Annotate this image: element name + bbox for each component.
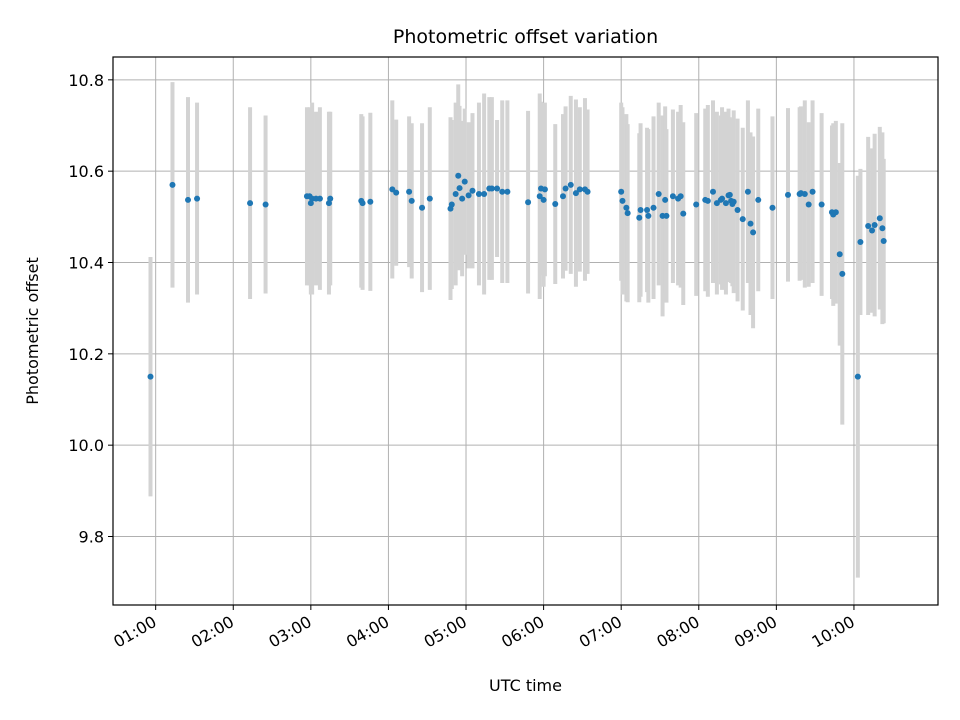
data-point [836,251,843,258]
data-point [662,196,669,203]
data-point [541,186,548,193]
data-point [194,195,201,202]
data-point [832,209,839,216]
data-point [465,192,472,199]
data-point [408,197,415,204]
data-point [747,220,754,227]
data-point [185,196,191,203]
data-point [818,201,825,208]
data-point [562,185,569,192]
data-point [367,198,374,205]
data-point [876,215,883,222]
data-point [481,191,488,197]
data-point [637,206,644,213]
data-point [644,206,651,213]
data-point [734,206,741,213]
y-tick-label: 10.0 [68,436,104,455]
data-point [459,195,466,202]
data-point [536,193,543,200]
x-axis-label: UTC time [489,676,562,695]
data-point [525,199,532,206]
data-point [730,198,737,205]
data-point [584,188,591,195]
chart-title: Photometric offset variation [393,26,658,48]
data-point [623,204,630,211]
data-point [805,201,812,208]
data-point [693,201,700,208]
data-point [645,212,652,219]
data-point [494,185,501,192]
data-point [755,196,762,203]
data-point [262,201,269,208]
data-point [426,195,433,202]
data-point [504,188,511,195]
data-point [719,195,726,202]
data-point [785,191,791,198]
data-point [809,188,816,195]
y-tick-label: 10.4 [68,254,104,273]
data-point [619,197,626,204]
data-point [857,238,864,245]
data-point [680,210,687,217]
data-point [169,181,176,188]
data-point [739,216,746,223]
data-point [461,178,468,185]
data-point [710,188,716,195]
data-point [650,204,657,211]
data-point [307,200,314,207]
data-point [663,212,670,219]
data-point [744,188,751,195]
data-point [636,214,643,221]
data-point [325,200,332,207]
data-point [327,195,334,202]
y-tick-label: 10.8 [68,71,104,90]
data-point [147,373,154,380]
data-point [677,193,684,200]
data-point [406,188,413,195]
data-point [567,181,574,188]
data-point [669,193,676,200]
data-point [393,189,400,196]
data-point [618,188,625,195]
data-point [499,188,506,195]
data-point [455,172,462,179]
data-point [469,187,476,194]
data-point [488,185,495,192]
data-point [869,227,876,234]
data-point [316,195,323,202]
data-point [540,196,547,203]
data-point [854,373,861,380]
data-point [576,186,583,193]
data-point [704,197,711,204]
data-point [655,191,662,197]
data-point [419,204,426,211]
data-point [801,191,808,197]
data-point [448,201,455,208]
data-point [750,229,757,236]
data-point [879,225,886,232]
data-point [871,222,878,229]
data-point [560,193,566,200]
data-point [456,185,463,192]
y-tick-label: 10.6 [68,162,104,181]
data-point [865,222,872,229]
plot-frame [112,56,939,606]
data-point [475,191,482,197]
y-axis-label: Photometric offset [23,257,42,405]
data-point [572,190,579,197]
data-point [726,191,733,198]
data-points [147,172,887,380]
data-point [452,191,459,197]
data-point [769,204,776,211]
y-tick-label: 9.8 [79,528,104,547]
data-point [722,200,729,207]
data-point [247,200,254,207]
data-point [359,200,366,207]
data-point [624,210,631,217]
data-point [839,270,846,277]
data-point [880,238,887,245]
y-tick-label: 10.2 [68,345,104,364]
data-point [552,201,559,208]
